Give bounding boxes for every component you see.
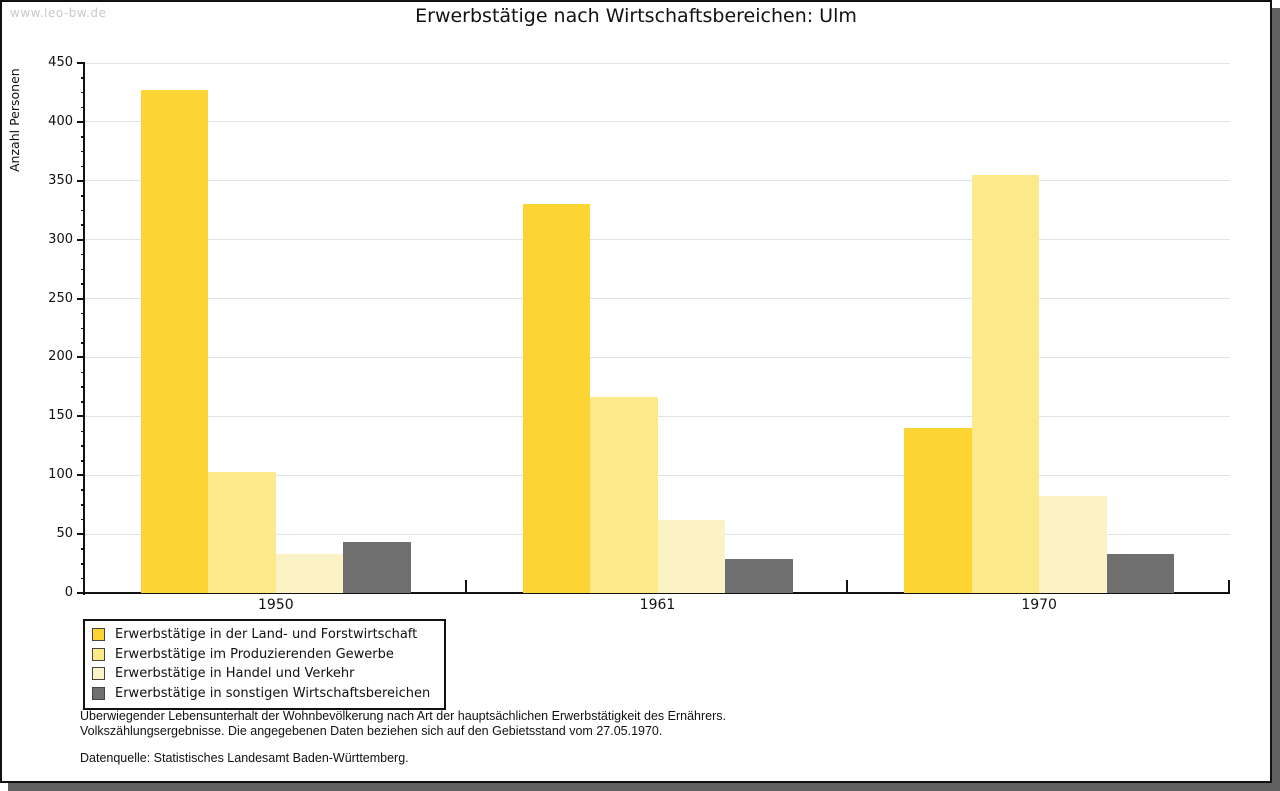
x-axis-tick [464, 580, 467, 592]
y-tick-label: 450 [48, 55, 73, 70]
bar-1950-series0 [140, 90, 209, 593]
gridline [85, 474, 1230, 476]
x-category-label: 1961 [639, 597, 676, 613]
gridline [85, 62, 1230, 64]
y-axis-label: Anzahl Personen [7, 68, 22, 172]
x-axis-tick [1228, 580, 1230, 592]
legend-swatch-sonstige-wirtschaftsbereiche [92, 686, 105, 700]
bar-1970-series0 [904, 428, 972, 593]
legend-label: Erwerbstätige in sonstigen Wirtschaftsbe… [115, 685, 431, 701]
legend-label: Erwerbstätige in Handel und Verkehr [115, 666, 355, 682]
y-axis-major-tick [77, 238, 85, 241]
legend-item: Erwerbstätige in der Land- und Forstwirt… [92, 625, 430, 645]
x-axis-line [83, 592, 1230, 594]
chart-title: Erwerbstätige nach Wirtschaftsbereichen:… [415, 5, 857, 27]
legend-swatch-produzierendes-gewerbe [92, 647, 105, 661]
y-tick-label: 300 [48, 231, 73, 247]
footnote: Überwiegender Lebensunterhalt der Wohnbe… [80, 709, 726, 738]
footnote-line2: Volkszählungsergebnisse. Die angegebenen… [80, 723, 663, 738]
legend-swatch-handel-verkehr [92, 667, 105, 681]
bar-1961-series3 [725, 558, 793, 593]
y-tick-label: 350 [48, 172, 73, 188]
y-axis-line [83, 62, 85, 595]
y-axis-major-tick [77, 474, 85, 477]
watermark-link: www.leo-bw.de [10, 6, 107, 20]
y-axis-major-tick [77, 179, 85, 182]
bar-1970-series1 [971, 174, 1040, 593]
y-tick-label: 100 [48, 467, 73, 483]
y-tick-label: 0 [64, 585, 73, 600]
bar-1961-series0 [522, 204, 590, 593]
bar-1970-series2 [1039, 496, 1107, 593]
bar-1961-series1 [590, 397, 658, 593]
y-axis-major-tick [77, 356, 85, 359]
legend-label: Erwerbstätige im Produzierenden Gewerbe [115, 646, 394, 662]
legend-swatch-land-forstwirtschaft [92, 628, 105, 642]
gridline [85, 121, 1230, 123]
x-axis-tick [846, 580, 849, 592]
gridline [85, 298, 1230, 300]
bar-1950-series1 [208, 471, 276, 593]
y-tick-label: 200 [48, 349, 73, 365]
legend-item: Erwerbstätige in sonstigen Wirtschaftsbe… [92, 684, 430, 704]
y-tick-label: 400 [48, 113, 73, 129]
bar-1950-series2 [275, 554, 344, 593]
x-category-label: 1970 [1021, 597, 1057, 613]
y-axis-major-tick [77, 120, 85, 123]
y-axis-major-tick [77, 297, 85, 300]
data-source: Datenquelle: Statistisches Landesamt Bad… [80, 751, 409, 765]
y-axis-major-tick [77, 533, 85, 536]
y-tick-label: 250 [48, 290, 73, 306]
legend-item: Erwerbstätige in Handel und Verkehr [92, 664, 430, 684]
gridline [85, 239, 1230, 241]
y-axis-major-tick [77, 415, 85, 418]
footnote-line1: Überwiegender Lebensunterhalt der Wohnbe… [80, 709, 726, 723]
y-tick-label: 150 [48, 408, 73, 424]
x-category-label: 1950 [258, 597, 294, 613]
legend-label: Erwerbstätige in der Land- und Forstwirt… [115, 627, 418, 643]
gridline [85, 415, 1230, 417]
legend-box: Erwerbstätige in der Land- und Forstwirt… [83, 619, 447, 710]
gridline [85, 356, 1230, 358]
gridline [85, 180, 1230, 182]
bar-1961-series2 [657, 519, 725, 593]
y-tick-label: 50 [56, 526, 73, 542]
y-axis-major-tick [77, 592, 85, 594]
y-axis-major-tick [77, 62, 85, 64]
bar-1950-series3 [343, 542, 411, 593]
legend-item: Erwerbstätige im Produzierenden Gewerbe [92, 645, 430, 665]
bar-1970-series3 [1106, 554, 1175, 593]
